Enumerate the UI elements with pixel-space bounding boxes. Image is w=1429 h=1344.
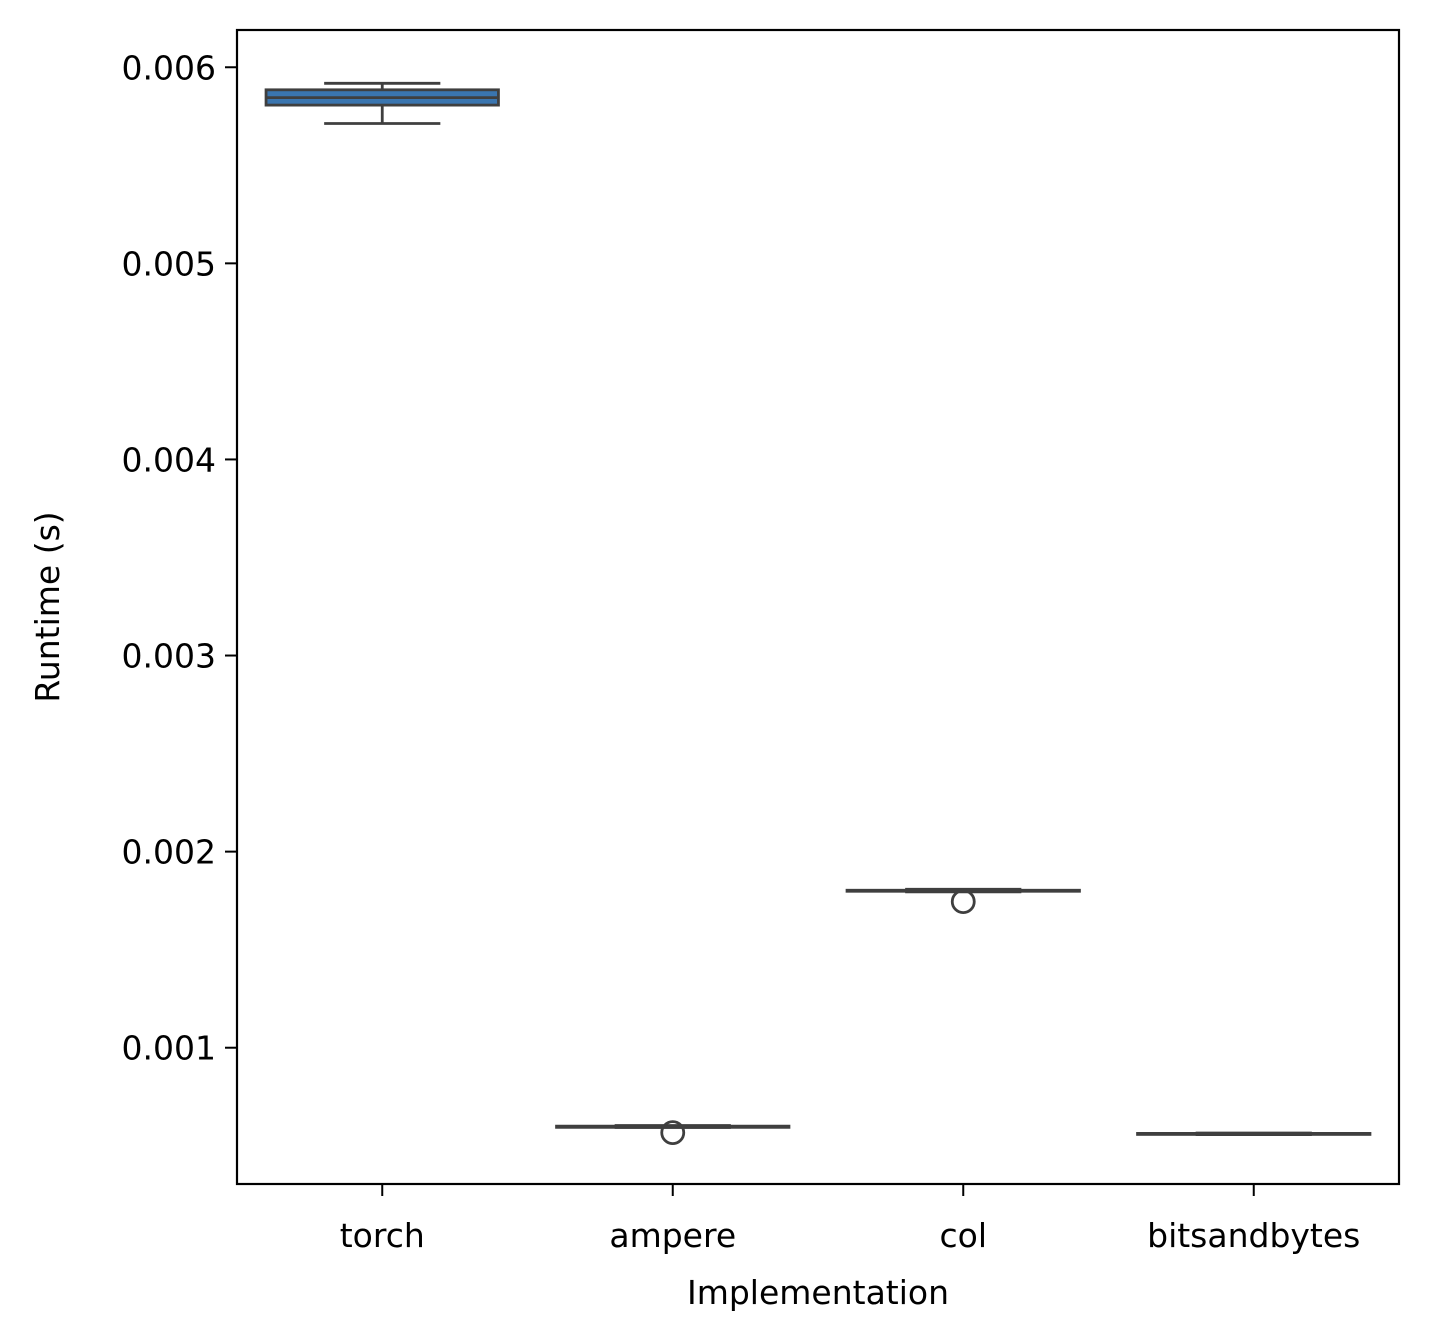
x-axis-label: Implementation <box>687 1273 949 1312</box>
outlier-point <box>660 1120 686 1146</box>
x-tick-label: torch <box>340 1216 425 1255</box>
outlier-point <box>950 889 976 915</box>
plot-frame <box>235 28 1401 1186</box>
y-tick-label: 0.006 <box>122 48 216 87</box>
y-tick-label: 0.003 <box>122 637 216 676</box>
box-group-col <box>845 887 1081 915</box>
y-tick-label: 0.001 <box>122 1029 216 1068</box>
y-tick-label: 0.004 <box>122 440 216 479</box>
x-tick-label: bitsandbytes <box>1147 1216 1360 1255</box>
y-tick-label: 0.002 <box>122 833 216 872</box>
box-group-bitsandbytes <box>1136 1131 1372 1136</box>
x-tick-label: ampere <box>609 1216 736 1255</box>
box-group-ampere <box>555 1120 791 1146</box>
x-axis: torch ampere col bitsandbytes <box>340 1184 1360 1255</box>
x-tick-label: col <box>939 1216 987 1255</box>
plot-boxes <box>264 81 1372 1146</box>
y-tick-label: 0.005 <box>122 244 216 283</box>
y-axis-label: Runtime (s) <box>28 511 67 702</box>
box-group-torch <box>264 81 500 125</box>
y-axis: 0.001 0.002 0.003 0.004 0.005 0.006 <box>122 48 237 1068</box>
